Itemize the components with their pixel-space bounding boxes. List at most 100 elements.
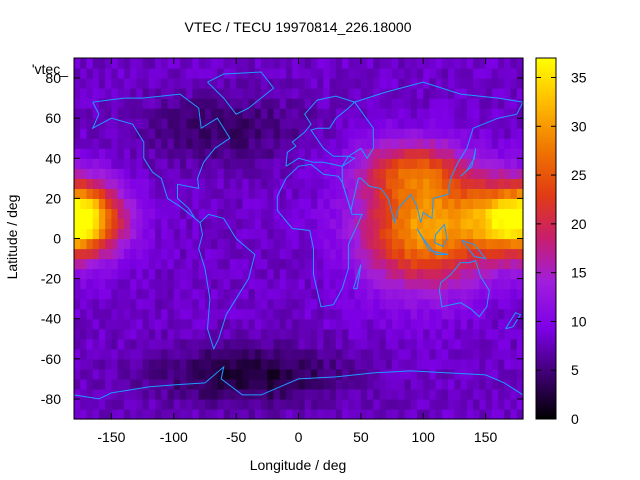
heatmap-cell [111, 98, 119, 109]
heatmap-cell [385, 188, 393, 199]
heatmap-cell [317, 188, 325, 199]
heatmap-cell [148, 258, 156, 270]
heatmap-cell [298, 178, 306, 189]
heatmap-cell [504, 278, 512, 290]
heatmap-cell [354, 348, 362, 360]
heatmap-cell [98, 398, 106, 410]
heatmap-cell [317, 288, 325, 300]
heatmap-cell [136, 68, 144, 79]
heatmap-cell [392, 88, 399, 99]
heatmap-cell [105, 378, 113, 390]
heatmap-cell [136, 128, 144, 139]
heatmap-cell [454, 108, 462, 119]
heatmap-cell [435, 248, 443, 260]
heatmap-cell [80, 358, 88, 370]
heatmap-cell [348, 408, 356, 420]
heatmap-cell [142, 358, 150, 370]
heatmap-cell [173, 108, 181, 119]
heatmap-cell [148, 158, 156, 169]
heatmap-cell [504, 268, 512, 280]
heatmap-cell [105, 58, 113, 69]
heatmap-cell [448, 308, 456, 320]
heatmap-cell [323, 198, 331, 210]
heatmap-cell [317, 308, 325, 320]
heatmap-cell [491, 358, 499, 370]
heatmap-cell [273, 108, 281, 119]
heatmap-cell [217, 238, 225, 250]
heatmap-cell [254, 298, 262, 310]
heatmap-cell [74, 98, 81, 109]
heatmap-cell [267, 228, 275, 240]
heatmap-cell [148, 298, 156, 310]
heatmap-cell [180, 108, 187, 119]
heatmap-cell [136, 108, 144, 119]
heatmap-cell [198, 278, 206, 290]
heatmap-cell [498, 178, 505, 189]
heatmap-cell [248, 368, 256, 380]
heatmap-cell [211, 168, 219, 179]
heatmap-cell [279, 128, 287, 139]
heatmap-cell [217, 138, 225, 149]
heatmap-cell [186, 328, 194, 340]
heatmap-cell [516, 288, 524, 300]
heatmap-cell [310, 338, 318, 350]
heatmap-cell [74, 258, 81, 270]
heatmap-cell [155, 278, 162, 290]
heatmap-cell [510, 338, 518, 350]
heatmap-cell [398, 98, 406, 109]
heatmap-cell [441, 328, 449, 340]
heatmap-cell [373, 278, 381, 290]
heatmap-cell [242, 238, 250, 250]
heatmap-cell [74, 158, 81, 169]
heatmap-cell [198, 388, 206, 400]
heatmap-cell [136, 58, 144, 69]
heatmap-cell [279, 308, 287, 320]
heatmap-cell [111, 288, 119, 300]
heatmap-cell [142, 208, 150, 220]
heatmap-cell [373, 98, 381, 109]
heatmap-cell [279, 168, 287, 179]
heatmap-cell [373, 328, 381, 340]
heatmap-cell [435, 98, 443, 109]
heatmap-cell [479, 138, 487, 149]
heatmap-cell [161, 228, 169, 240]
heatmap-cell [373, 198, 381, 210]
heatmap-cell [123, 188, 131, 199]
heatmap-cell [242, 268, 250, 280]
heatmap-cell [161, 338, 169, 350]
heatmap-cell [298, 398, 306, 410]
heatmap-cell [454, 248, 462, 260]
heatmap-cell [410, 348, 418, 360]
heatmap-cell [86, 398, 94, 410]
heatmap-cell [335, 268, 343, 280]
heatmap-cell [167, 138, 175, 149]
heatmap-cell [167, 168, 175, 179]
heatmap-cell [286, 208, 293, 220]
y-tick-label: -80 [41, 391, 61, 407]
heatmap-cell [448, 108, 456, 119]
heatmap-cell [373, 408, 381, 420]
heatmap-cell [254, 378, 262, 390]
heatmap-cell [485, 368, 493, 380]
heatmap-cell [342, 238, 349, 250]
heatmap-cell [510, 198, 518, 210]
heatmap-cell [360, 88, 368, 99]
heatmap-cell [130, 288, 137, 300]
heatmap-cell [373, 128, 381, 139]
heatmap-cell [466, 228, 474, 240]
heatmap-cell [198, 98, 206, 109]
heatmap-cell [74, 78, 81, 89]
heatmap-cell [479, 128, 487, 139]
heatmap-cell [86, 368, 94, 380]
heatmap-cell [416, 108, 424, 119]
heatmap-cell [466, 158, 474, 169]
heatmap-cell [373, 108, 381, 119]
heatmap-cell [485, 318, 493, 330]
heatmap-cell [236, 268, 243, 280]
heatmap-cell [348, 298, 356, 310]
heatmap-cell [423, 138, 431, 149]
heatmap-cell [148, 138, 156, 149]
heatmap-cell [348, 128, 356, 139]
heatmap-cell [317, 128, 325, 139]
